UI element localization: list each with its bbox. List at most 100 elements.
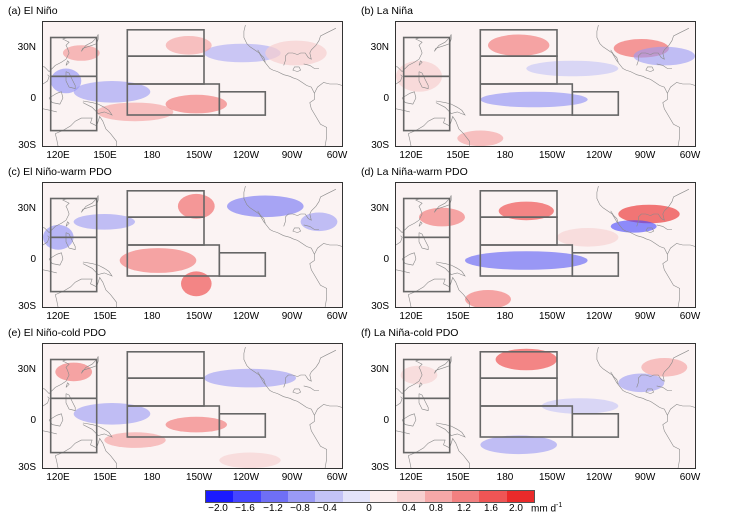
coastline [667,82,695,94]
panel-title: (b) La Niña [361,5,413,17]
coastline [434,195,452,213]
coastline [65,60,70,66]
coastline [243,347,328,468]
anomaly-patch [204,368,296,388]
coastline [418,221,423,227]
panel-title: (d) La Niña-warm PDO [361,166,468,178]
coastline [65,393,76,411]
coastline [43,359,70,395]
region-box [126,55,205,85]
colorbar-label: −0.8 [290,503,310,514]
anomaly-layer [396,34,695,146]
coastline [283,349,337,388]
anomaly-patch [557,228,619,247]
coastline [314,404,342,416]
lon-label-60w: 60W [679,472,701,483]
coastline [55,437,117,468]
colorbar-swatch [451,491,480,502]
map-area [395,343,696,469]
region-box-layer [49,190,267,293]
lon-label-150e: 150E [446,150,470,161]
colorbar-label: 1.6 [484,503,498,514]
coastline [82,261,113,277]
colorbar-label: −0.4 [317,503,337,514]
panel-d: (d) La Niña-warm PDO 30N 0 30S 120E 150E… [359,166,706,328]
map-area [42,343,343,469]
colorbar-swatch [342,491,370,502]
coastline [418,393,429,411]
lon-label-120w: 120W [585,311,613,322]
coastline [43,198,70,234]
anomaly-patch [633,46,695,66]
region-box-layer [402,29,620,132]
lat-label-30n: 30N [17,42,36,53]
lon-label-90w: 90W [281,150,303,161]
lon-label-180: 180 [496,472,514,483]
colorbar-unit-text: mm d [531,503,556,515]
coastline-layer [396,25,695,146]
coastline [257,49,266,63]
colorbar-label: 0 [366,503,372,514]
anomaly-patch [96,102,174,122]
panel-title: (a) El Niño [8,5,58,17]
region-box [571,413,620,438]
coastline [396,198,423,234]
region-box [126,377,205,407]
coastline [645,227,654,233]
colorbar [205,490,535,503]
map-area [395,182,696,308]
lon-label-60w: 60W [326,472,348,483]
lon-label-90w: 90W [281,472,303,483]
map-canvas [396,25,695,146]
coastline [283,188,337,227]
lat-label-30n: 30N [370,364,389,375]
region-box-layer [49,29,267,132]
lat-label-eq: 0 [383,415,389,426]
coastline [656,224,672,230]
region-box [571,252,620,277]
coastline [396,108,410,113]
region-box [402,75,451,132]
lon-label-120e: 120E [399,150,423,161]
coastline [314,243,342,255]
anomaly-patch [498,201,554,221]
region-box [479,377,558,407]
coastline [645,66,654,72]
coastline [396,396,403,407]
coastline [257,210,266,224]
coastline [636,188,690,227]
map-canvas [396,347,695,468]
lon-label-150w: 150W [538,311,566,322]
coastline [43,37,70,73]
anomaly-patch [526,60,619,77]
panel-title: (f) La Niña-cold PDO [361,327,459,339]
anomaly-patch [419,207,465,227]
panel-e: (e) El Niño-cold PDO 30N 0 30S 120E 150E… [6,327,353,489]
lon-label-120e: 120E [46,150,70,161]
colorbar-swatch [369,491,398,502]
map-canvas [43,25,342,146]
panel-b: (b) La Niña 30N 0 30S 120E 150E 180 150W… [359,5,706,167]
coastline [43,235,50,246]
coastline [667,404,695,416]
anomaly-layer [43,193,338,297]
coastline [55,455,59,468]
coastline [408,276,470,307]
coastline [243,25,328,146]
colorbar-swatch [233,491,261,502]
coastline [396,430,410,435]
coastline-layer [43,347,342,468]
anomaly-patch [480,91,588,108]
anomaly-patch [488,34,550,57]
lat-label-30s: 30S [371,140,389,151]
anomaly-patch [165,94,227,114]
coastline [408,437,470,468]
panel-title: (e) El Niño-cold PDO [8,327,107,339]
coastline [257,371,266,385]
coastline [645,388,654,394]
lat-label-30n: 30N [17,203,36,214]
coastline [656,385,672,391]
coastline [401,413,417,427]
lon-label-180: 180 [143,150,161,161]
coastline [435,261,466,277]
